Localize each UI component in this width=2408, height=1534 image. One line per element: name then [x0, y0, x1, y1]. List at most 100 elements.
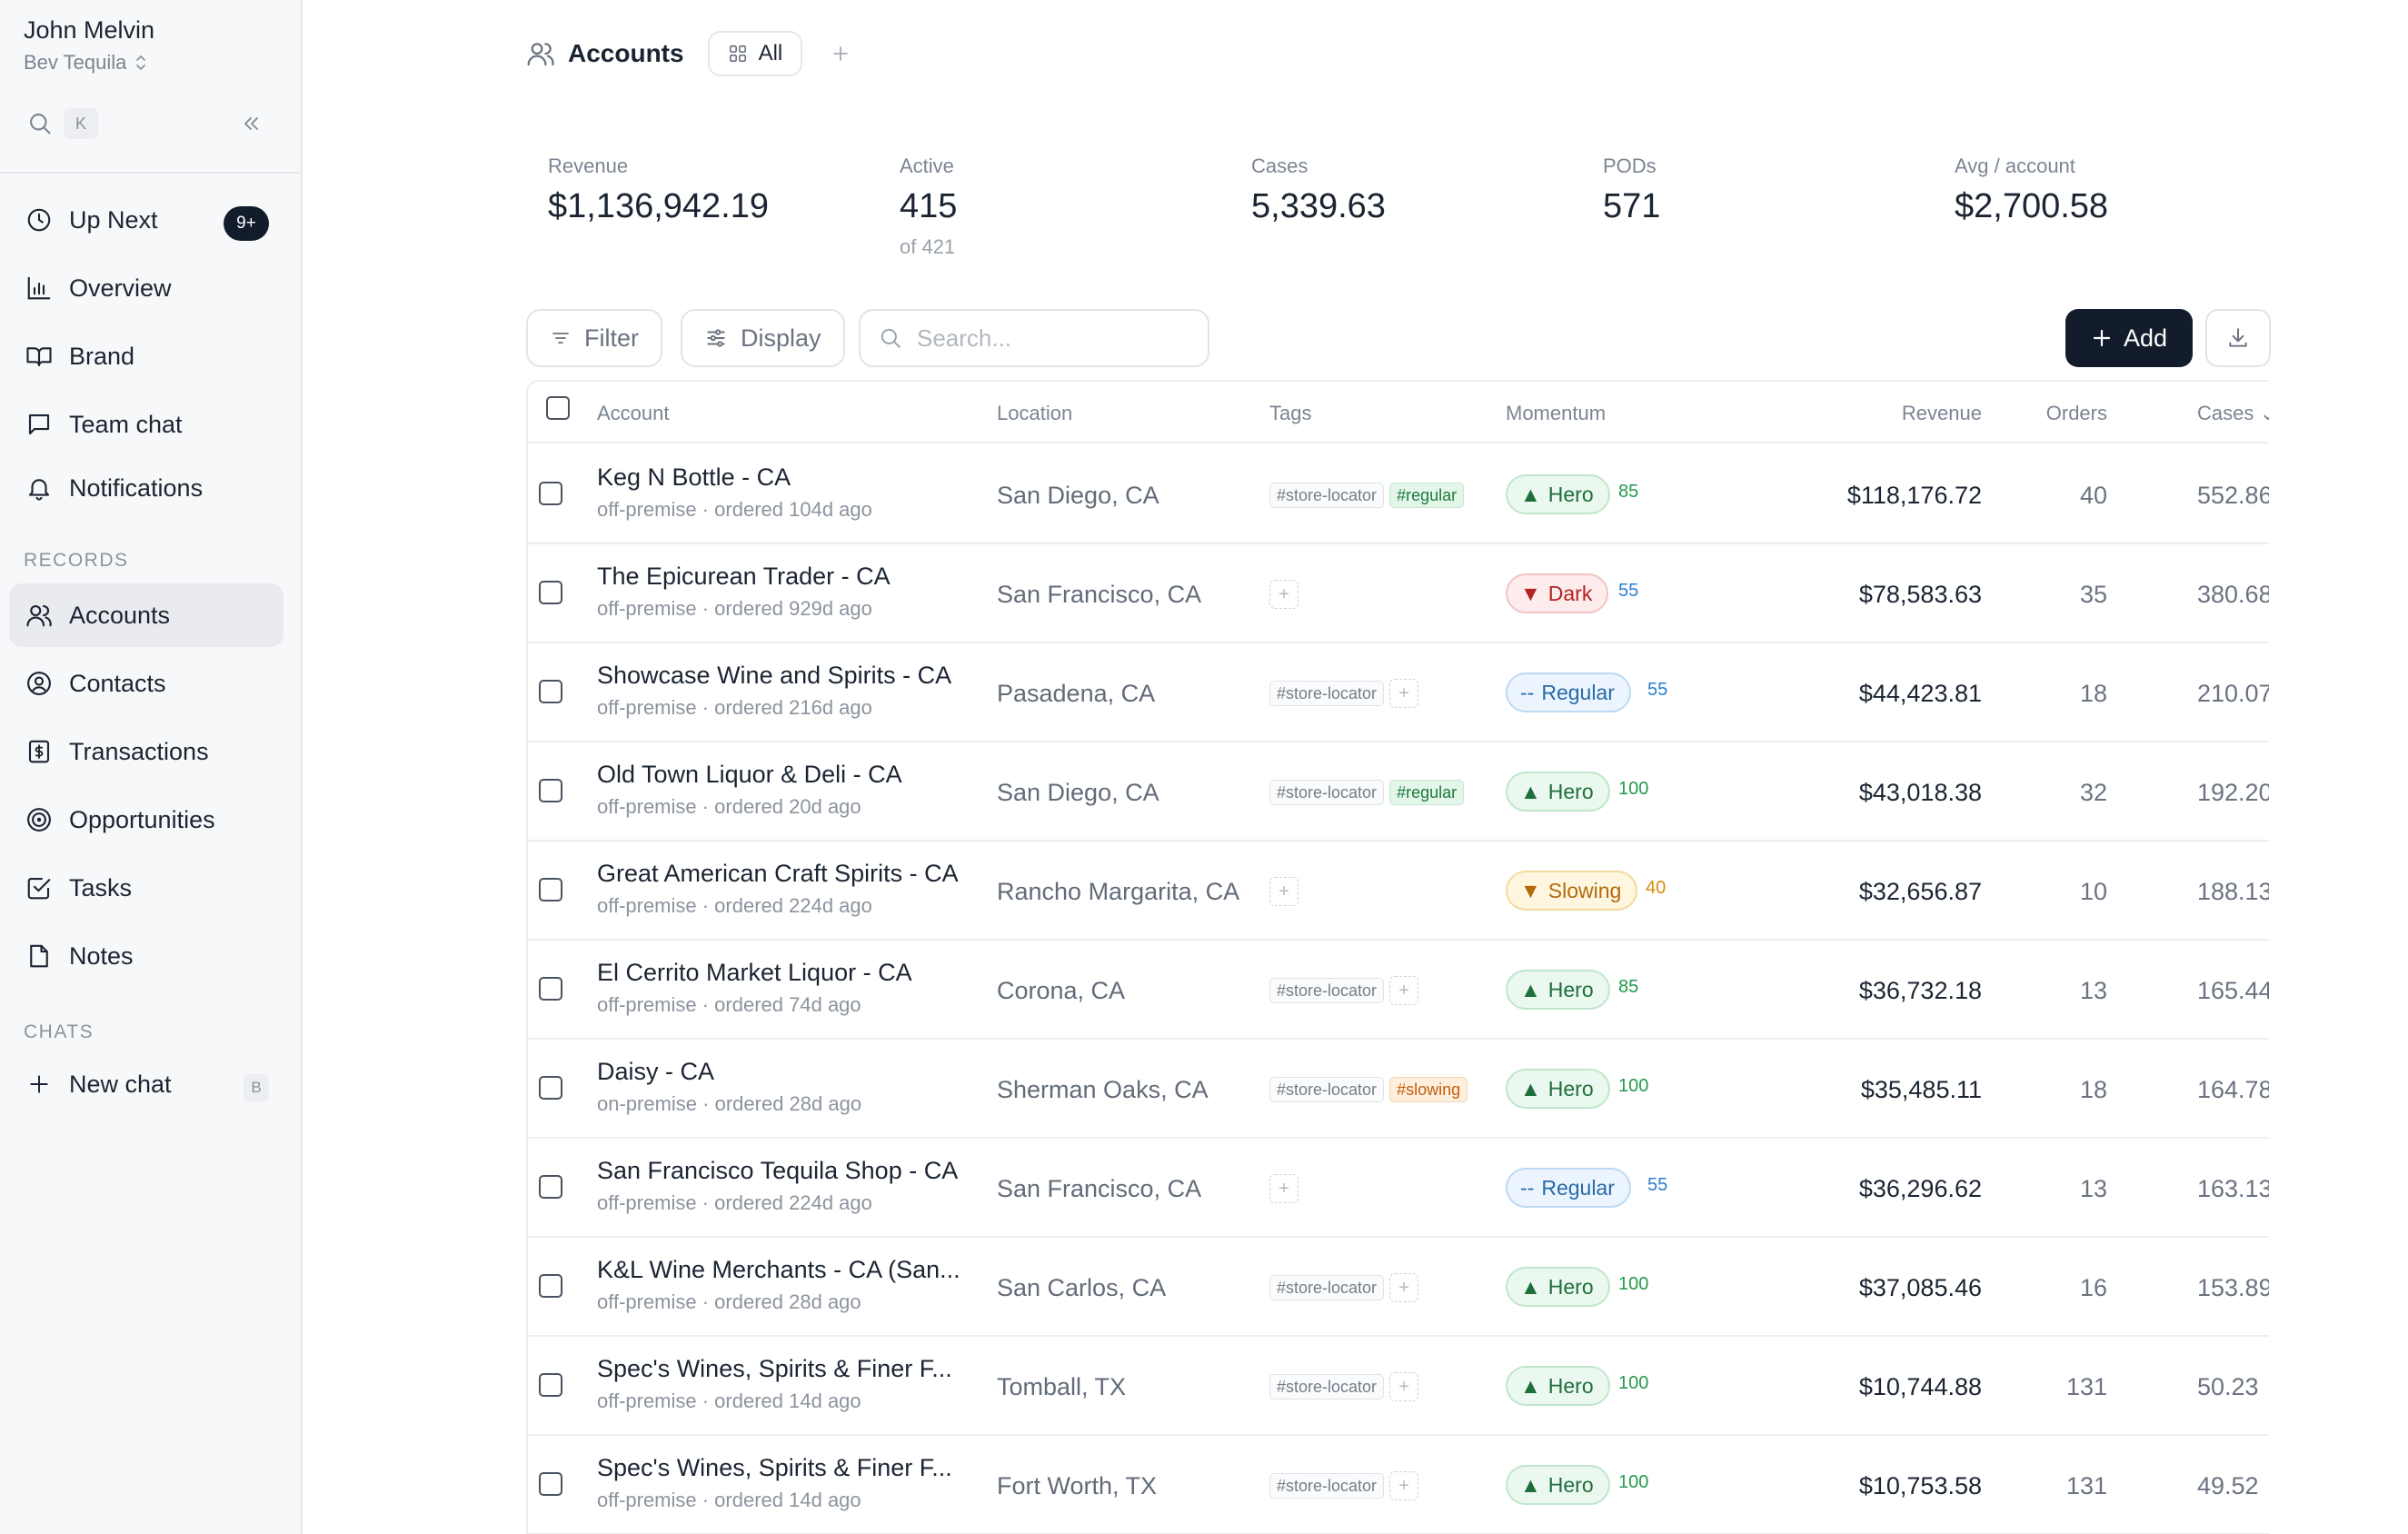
add-label: Add	[2123, 324, 2168, 352]
table-row[interactable]: Keg N Bottle - CA off-premise · ordered 1…	[528, 445, 2269, 544]
tag-chip[interactable]: #store-locator	[1269, 780, 1385, 805]
sidebar-item-brand[interactable]: Brand	[9, 324, 284, 388]
account-tags: #store-locator #regular	[1269, 480, 1484, 511]
row-checkbox[interactable]	[539, 779, 562, 802]
select-all-checkbox[interactable]	[546, 396, 570, 420]
tag-chip[interactable]: #slowing	[1389, 1077, 1468, 1102]
tag-chip[interactable]: #store-locator	[1269, 978, 1385, 1003]
tag-chip[interactable]: #store-locator	[1269, 1275, 1385, 1300]
column-header-orders[interactable]: Orders	[2045, 402, 2107, 424]
row-checkbox[interactable]	[539, 1373, 562, 1397]
tab-all[interactable]: All	[707, 31, 803, 76]
tag-chip[interactable]: #store-locator	[1269, 1473, 1385, 1499]
account-name[interactable]: Great American Craft Spirits - CA	[597, 860, 959, 887]
account-name[interactable]: Spec's Wines, Spirits & Finer F...	[597, 1454, 952, 1481]
table-row[interactable]: Daisy - CA on-premise · ordered 28d ago Sh…	[528, 1040, 2269, 1139]
row-checkbox[interactable]	[539, 1175, 562, 1199]
grid-icon	[728, 44, 748, 64]
account-name[interactable]: K&L Wine Merchants - CA (San...	[597, 1256, 960, 1283]
row-checkbox[interactable]	[539, 581, 562, 604]
add-tag-button[interactable]: +	[1389, 976, 1419, 1005]
account-tags: #store-locator +	[1269, 975, 1484, 1006]
account-name[interactable]: San Francisco Tequila Shop - CA	[597, 1157, 959, 1184]
sidebar-item-opportunities[interactable]: Opportunities	[9, 788, 284, 852]
sidebar-item-contacts[interactable]: Contacts	[9, 652, 284, 715]
table-row[interactable]: Old Town Liquor & Deli - CA off-premise ·…	[528, 742, 2269, 842]
table-row[interactable]: El Cerrito Market Liquor - CA off-premise…	[528, 941, 2269, 1040]
sliders-icon	[704, 326, 728, 350]
column-header-momentum[interactable]: Momentum	[1506, 402, 1607, 424]
sidebar-item-team-chat[interactable]: Team chat	[9, 393, 284, 456]
search-icon[interactable]	[25, 108, 55, 139]
add-tag-button[interactable]: +	[1269, 877, 1299, 906]
sidebar-item-notifications[interactable]: Notifications	[9, 456, 284, 520]
add-tag-button[interactable]: +	[1389, 679, 1419, 708]
org-switcher[interactable]: Bev Tequila	[24, 51, 148, 75]
add-tag-button[interactable]: +	[1269, 1174, 1299, 1203]
tag-chip[interactable]: #store-locator	[1269, 681, 1385, 706]
collapse-sidebar-icon[interactable]	[234, 107, 267, 140]
column-header-location[interactable]: Location	[997, 402, 1073, 424]
table-row[interactable]: San Francisco Tequila Shop - CA off-premi…	[528, 1139, 2269, 1238]
sidebar-item-transactions[interactable]: Transactions	[9, 720, 284, 783]
row-checkbox[interactable]	[539, 1472, 562, 1496]
account-orders: 18	[2079, 1076, 2107, 1103]
add-tag-button[interactable]: +	[1389, 1372, 1419, 1401]
new-chat-label: New chat	[69, 1070, 172, 1098]
row-checkbox[interactable]	[539, 1076, 562, 1100]
account-name[interactable]: Keg N Bottle - CA	[597, 463, 791, 491]
table-row[interactable]: K&L Wine Merchants - CA (San... off-premi…	[528, 1238, 2269, 1337]
search-field[interactable]	[859, 309, 1209, 367]
search-input[interactable]	[917, 324, 1189, 353]
new-chat-button[interactable]: New chat B	[9, 1052, 284, 1116]
sidebar-item-tasks[interactable]: Tasks	[9, 856, 284, 920]
tag-chip[interactable]: #regular	[1389, 780, 1465, 805]
account-orders: 131	[2065, 1373, 2107, 1400]
column-header-cases[interactable]: Cases ⌄	[2197, 402, 2269, 425]
row-checkbox[interactable]	[539, 878, 562, 901]
table-row[interactable]: Spec's Wines, Spirits & Finer F... off-pr…	[528, 1337, 2269, 1436]
table-row[interactable]: The Epicurean Trader - CA off-premise · o…	[528, 544, 2269, 643]
account-name[interactable]: Showcase Wine and Spirits - CA	[597, 662, 952, 689]
column-header-tags[interactable]: Tags	[1269, 402, 1312, 424]
table-toolbar: Filter Display Add	[526, 309, 2271, 367]
add-tag-button[interactable]: +	[1269, 580, 1299, 609]
table-row[interactable]: Great American Craft Spirits - CA off-pre…	[528, 842, 2269, 941]
download-button[interactable]	[2205, 309, 2271, 367]
row-checkbox[interactable]	[539, 977, 562, 1001]
momentum-arrow-icon: --	[1520, 1175, 1535, 1200]
add-account-button[interactable]: Add	[2065, 309, 2193, 367]
table-row[interactable]: Spec's Wines, Spirits & Finer F... off-pr…	[528, 1436, 2269, 1534]
tag-chip[interactable]: #store-locator	[1269, 1077, 1385, 1102]
account-name[interactable]: Spec's Wines, Spirits & Finer F...	[597, 1355, 952, 1382]
account-name[interactable]: El Cerrito Market Liquor - CA	[597, 959, 912, 986]
add-tag-button[interactable]: +	[1389, 1273, 1419, 1302]
sidebar-item-overview[interactable]: Overview	[9, 256, 284, 320]
account-name[interactable]: The Epicurean Trader - CA	[597, 563, 891, 590]
account-tags: +	[1269, 876, 1484, 907]
account-name[interactable]: Old Town Liquor & Deli - CA	[597, 761, 902, 788]
tag-chip[interactable]: #store-locator	[1269, 1374, 1385, 1400]
sidebar-item-up-next[interactable]: Up Next 9+	[9, 188, 284, 252]
tag-chip[interactable]: #regular	[1389, 483, 1465, 508]
display-button[interactable]: Display	[681, 309, 845, 367]
user-name[interactable]: John Melvin	[24, 16, 155, 44]
add-tag-button[interactable]: +	[1389, 1471, 1419, 1500]
momentum-label: Regular	[1541, 1175, 1615, 1200]
stat-label: PODs	[1603, 154, 1657, 177]
account-meta: off-premise · ordered 14d ago	[597, 1390, 861, 1412]
row-checkbox[interactable]	[539, 680, 562, 703]
sidebar-item-accounts[interactable]: Accounts	[9, 583, 284, 647]
filter-button[interactable]: Filter	[526, 309, 662, 367]
clock-icon	[24, 204, 55, 235]
add-view-button[interactable]	[830, 43, 851, 65]
account-name[interactable]: Daisy - CA	[597, 1058, 715, 1085]
account-location: Pasadena, CA	[997, 680, 1156, 707]
table-row[interactable]: Showcase Wine and Spirits - CA off-premis…	[528, 643, 2269, 742]
column-header-revenue[interactable]: Revenue	[1901, 402, 1982, 424]
row-checkbox[interactable]	[539, 1274, 562, 1298]
tag-chip[interactable]: #store-locator	[1269, 483, 1385, 508]
row-checkbox[interactable]	[539, 482, 562, 505]
sidebar-item-notes[interactable]: Notes	[9, 924, 284, 988]
column-header-account[interactable]: Account	[597, 402, 670, 424]
